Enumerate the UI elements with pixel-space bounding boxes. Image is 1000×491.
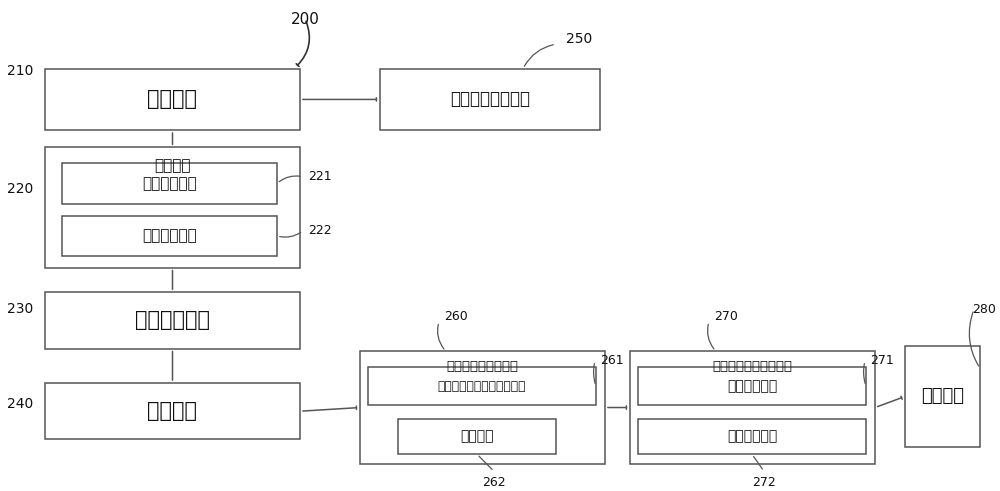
Text: 计算单元: 计算单元	[460, 430, 494, 443]
Text: 270: 270	[714, 310, 738, 323]
Text: 切换指示模块: 切换指示模块	[135, 310, 210, 330]
Text: 222: 222	[308, 224, 332, 237]
Text: 220: 220	[7, 182, 33, 196]
Bar	[360, 351, 605, 464]
Text: 271: 271	[870, 355, 894, 367]
Text: 网络健康度计算模块: 网络健康度计算模块	[446, 360, 518, 373]
Text: 无线性能指标参数获取单元: 无线性能指标参数获取单元	[438, 380, 526, 393]
Bar	[638, 367, 866, 405]
Bar	[630, 351, 875, 464]
Text: 更新模块: 更新模块	[921, 387, 964, 406]
Text: 第一判断单元: 第一判断单元	[142, 176, 197, 191]
Text: 261: 261	[600, 355, 624, 367]
Bar	[380, 69, 600, 130]
Bar	[905, 346, 980, 447]
Text: 第一计算单元: 第一计算单元	[727, 379, 777, 393]
Bar	[638, 419, 866, 454]
Bar	[45, 292, 300, 349]
Text: 260: 260	[444, 310, 468, 323]
Text: 262: 262	[482, 476, 506, 489]
Bar	[62, 163, 277, 204]
Bar	[368, 367, 596, 405]
Text: 210: 210	[7, 64, 33, 78]
Bar	[45, 147, 300, 268]
Text: 动态切换阈值计算模块: 动态切换阈值计算模块	[712, 360, 792, 373]
Text: 280: 280	[972, 303, 996, 316]
Text: 默认阈值设置模块: 默认阈值设置模块	[450, 90, 530, 109]
Text: 第二判断单元: 第二判断单元	[142, 228, 197, 244]
Bar	[398, 419, 556, 454]
Text: 250: 250	[566, 32, 592, 46]
Text: 272: 272	[752, 476, 776, 489]
Text: 切换模块: 切换模块	[148, 401, 198, 421]
Text: 230: 230	[7, 302, 33, 316]
Text: 判断模块: 判断模块	[154, 158, 191, 173]
Text: 监听模块: 监听模块	[148, 89, 198, 109]
Text: 第二计算单元: 第二计算单元	[727, 430, 777, 443]
Text: 240: 240	[7, 397, 33, 410]
Text: 221: 221	[308, 170, 332, 183]
Text: 200: 200	[291, 12, 319, 27]
Bar	[45, 383, 300, 439]
Bar	[62, 216, 277, 256]
Bar	[45, 69, 300, 130]
